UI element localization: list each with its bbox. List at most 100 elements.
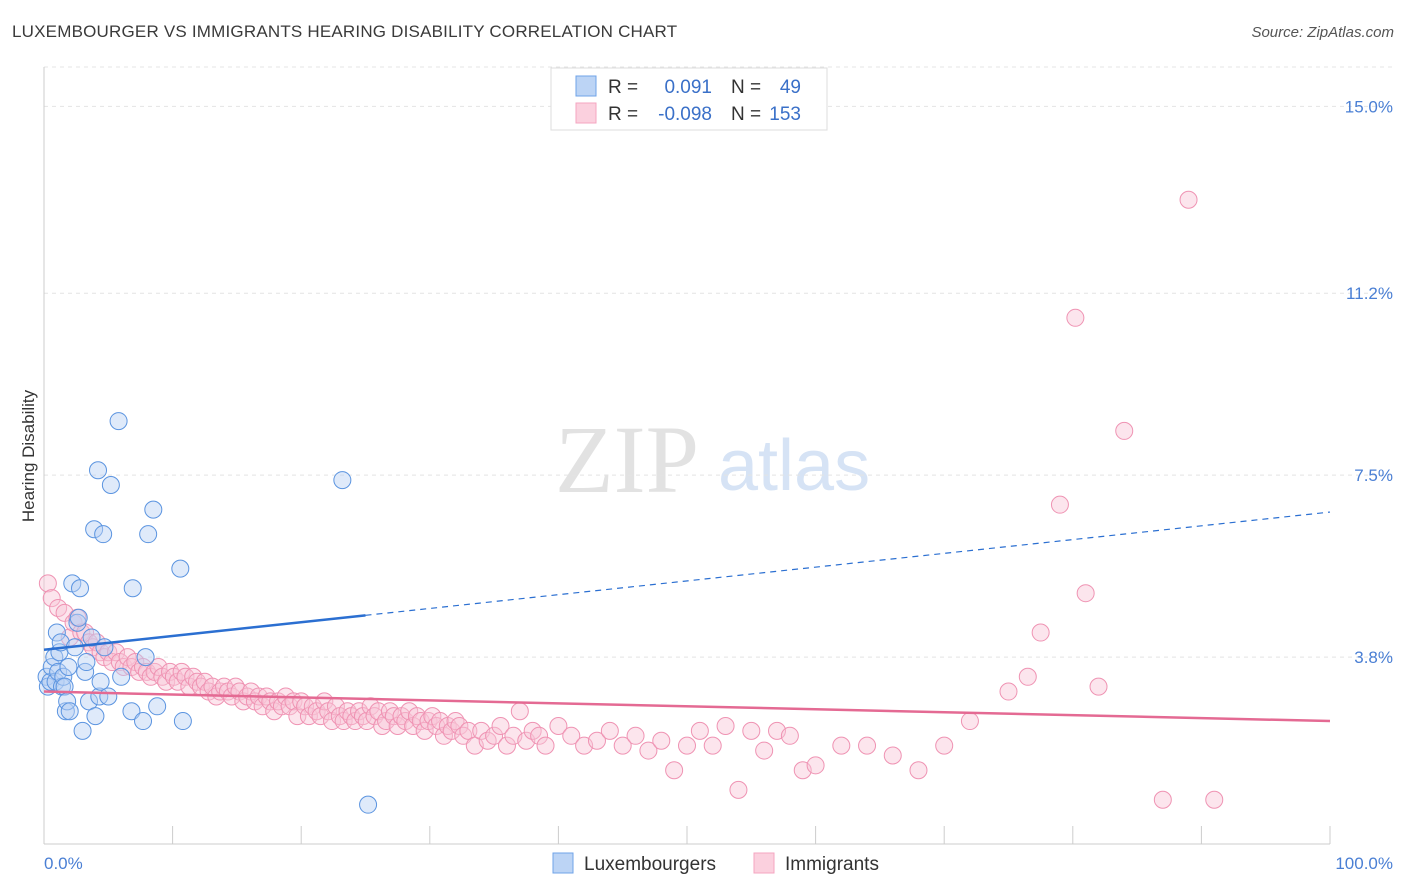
x-tick-label-right: 100.0% [1335, 854, 1393, 873]
legend-n-label-imm: N = [731, 104, 761, 125]
legend-box: R = 0.091 N = 49 R = -0.098 N = 153 [550, 67, 828, 131]
data-point [1205, 790, 1224, 809]
data-point [1089, 677, 1108, 696]
data-point [858, 736, 877, 755]
data-point [562, 726, 581, 745]
data-point [639, 741, 658, 760]
data-point [91, 672, 110, 691]
data-point [134, 712, 153, 731]
trend-line-immigrants [43, 690, 1331, 723]
data-point [122, 702, 141, 721]
data-point [71, 579, 90, 598]
trend-line-luxembourgers [43, 614, 366, 651]
legend-n-value-lux: 49 [780, 77, 801, 98]
y-tick-label: 3.8% [1354, 648, 1393, 667]
data-point [112, 667, 131, 686]
data-point [806, 756, 825, 775]
data-point [1179, 190, 1198, 209]
data-point [742, 721, 761, 740]
bottom-legend-label-luxembourgers: Luxembourgers [584, 854, 716, 875]
data-point [101, 476, 120, 495]
data-point [176, 667, 195, 686]
data-point [86, 707, 105, 726]
data-point [960, 712, 979, 731]
data-point [1115, 421, 1134, 440]
legend-swatch-immigrants [575, 102, 597, 124]
data-point [832, 736, 851, 755]
data-point [89, 461, 108, 480]
data-point [1031, 623, 1050, 642]
chart-title: LUXEMBOURGER VS IMMIGRANTS HEARING DISAB… [12, 22, 678, 41]
data-point [536, 736, 555, 755]
data-point [73, 721, 92, 740]
bottom-legend-swatch-immigrants [753, 852, 775, 874]
data-point [1076, 584, 1095, 603]
data-point [107, 643, 126, 662]
data-point [38, 574, 57, 593]
data-point [56, 702, 75, 721]
data-point [613, 736, 632, 755]
bottom-legend: Luxembourgers Immigrants [552, 852, 879, 875]
data-point [703, 736, 722, 755]
data-point [94, 525, 113, 544]
data-point [530, 726, 549, 745]
data-point [109, 412, 128, 431]
legend-n-value-imm: 153 [769, 104, 801, 125]
data-point [1018, 667, 1037, 686]
data-point [626, 726, 645, 745]
data-point [780, 726, 799, 745]
legend-r-value-imm: -0.098 [658, 104, 712, 125]
data-point [454, 726, 473, 745]
series-luxembourgers [37, 412, 378, 814]
legend-swatch-luxembourgers [575, 75, 597, 97]
data-point [755, 741, 774, 760]
data-point [173, 712, 192, 731]
data-point [1066, 308, 1085, 327]
data-point [485, 726, 504, 745]
y-tick-labels: 3.8% 7.5% 11.2% 15.0% [1345, 97, 1393, 667]
data-point [510, 702, 529, 721]
data-point [1153, 790, 1172, 809]
data-point [909, 761, 928, 780]
data-point [491, 716, 510, 735]
data-point [587, 731, 606, 750]
data-point [652, 731, 671, 750]
data-point [415, 721, 434, 740]
legend-r-value-lux: 0.091 [664, 77, 712, 98]
legend-frame [550, 67, 828, 131]
data-point [76, 662, 95, 681]
legend-n-label-lux: N = [731, 77, 761, 98]
data-point [716, 716, 735, 735]
data-point [95, 638, 114, 657]
data-point [54, 667, 73, 686]
data-point [935, 736, 954, 755]
data-point [82, 628, 101, 647]
data-point [600, 721, 619, 740]
watermark-zip: ZIP [555, 406, 699, 513]
data-point [69, 608, 88, 627]
data-point [171, 559, 190, 578]
watermark-atlas: atlas [718, 426, 870, 506]
data-point [85, 520, 104, 539]
data-point [77, 653, 96, 672]
x-tick-label-left: 0.0% [44, 854, 83, 873]
data-point [690, 721, 709, 740]
data-point [729, 780, 748, 799]
data-point [450, 716, 469, 735]
data-point [59, 657, 78, 676]
legend-r-label-imm: R = [608, 104, 638, 125]
data-point [47, 623, 66, 642]
data-point [148, 697, 167, 716]
data-point [549, 716, 568, 735]
data-point [42, 589, 61, 608]
data-point [883, 746, 902, 765]
data-point [123, 579, 142, 598]
data-point [139, 525, 158, 544]
y-tick-label: 11.2% [1346, 284, 1393, 303]
data-point [665, 761, 684, 780]
data-point [678, 736, 696, 755]
trend-line-luxembourgers-extension [365, 511, 1331, 616]
data-point [149, 657, 168, 676]
data-point [497, 736, 516, 755]
